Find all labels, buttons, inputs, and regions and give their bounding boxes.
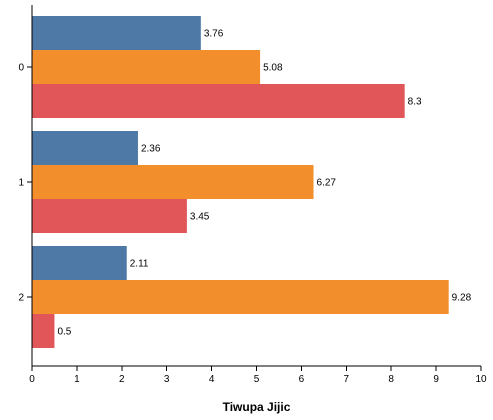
- x-tick-label-9: 9: [433, 374, 439, 385]
- x-tick-label-10: 10: [475, 374, 487, 385]
- x-tick-label-7: 7: [344, 374, 350, 385]
- y-tick-label-2: 2: [18, 293, 24, 304]
- bar-cat1-series2: [32, 199, 187, 233]
- bar-cat1-series1: [32, 165, 314, 199]
- data-label-cat1-series2: 3.45: [190, 212, 210, 223]
- bar-cat0-series0: [32, 16, 201, 50]
- data-labels-group: 3.76 5.08 8.3 2.36 6.27 3.45 2.11 9.28 0.5: [57, 29, 471, 338]
- data-label-cat2-series1: 9.28: [452, 293, 472, 304]
- bar-cat0-series1: [32, 50, 261, 84]
- y-tick-label-0: 0: [18, 63, 24, 74]
- data-label-cat0-series0: 3.76: [204, 29, 224, 40]
- data-label-cat1-series0: 2.36: [141, 144, 161, 155]
- bars-group: [32, 16, 449, 348]
- bar-cat0-series2: [32, 84, 405, 118]
- data-label-cat2-series0: 2.11: [130, 259, 149, 270]
- x-tick-label-4: 4: [209, 374, 215, 385]
- data-label-cat2-series2: 0.5: [57, 327, 71, 338]
- bar-cat1-series0: [32, 131, 138, 165]
- x-tick-label-2: 2: [119, 374, 125, 385]
- x-tick-label-5: 5: [254, 374, 260, 385]
- x-tick-label-6: 6: [299, 374, 305, 385]
- x-tick-label-0: 0: [29, 374, 35, 385]
- x-tick-label-1: 1: [74, 374, 80, 385]
- bar-cat2-series1: [32, 280, 449, 314]
- x-tick-label-8: 8: [388, 374, 394, 385]
- x-axis-ticks: 0 1 2 3 4 5 6 7 8 9 10: [29, 366, 487, 385]
- bar-cat2-series2: [32, 314, 55, 348]
- y-tick-label-1: 1: [18, 178, 24, 189]
- x-axis-title: Tiwupa Jijic: [223, 400, 291, 414]
- x-tick-label-3: 3: [164, 374, 170, 385]
- y-axis-ticks: 0 1 2: [18, 63, 32, 304]
- data-label-cat0-series1: 5.08: [263, 63, 283, 74]
- data-label-cat1-series1: 6.27: [317, 178, 337, 189]
- data-label-cat0-series2: 8.3: [408, 97, 422, 108]
- bar-cat2-series0: [32, 246, 127, 280]
